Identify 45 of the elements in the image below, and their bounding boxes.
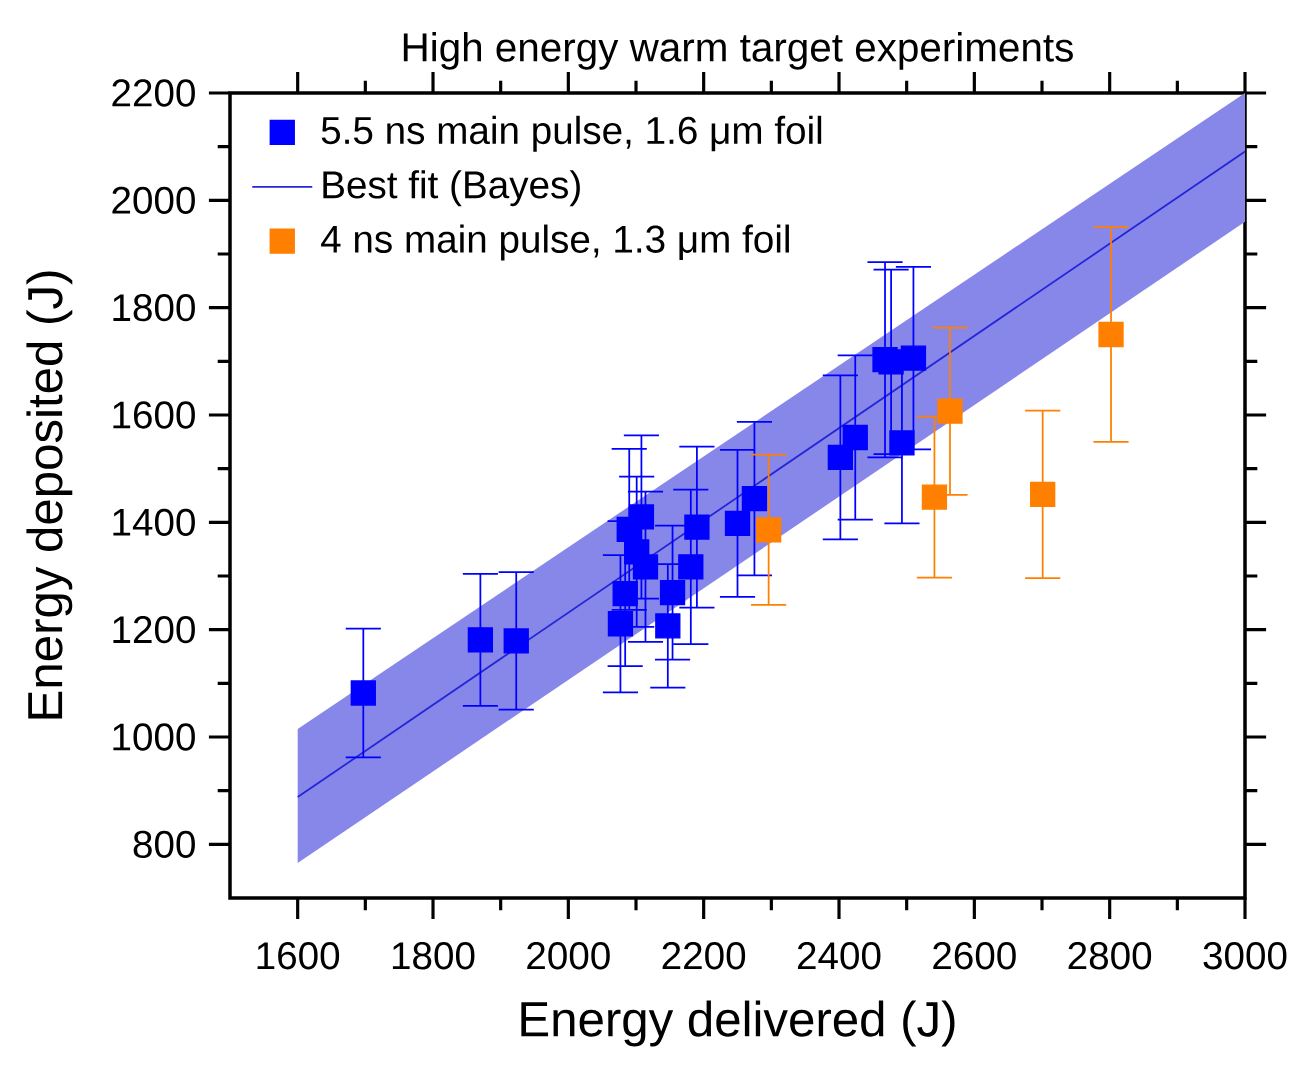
point — [842, 424, 868, 451]
point — [655, 613, 681, 639]
point — [503, 628, 529, 654]
y-axis-title: Energy deposited (J) — [26, 271, 73, 719]
y-tick-label: 2000 — [112, 186, 195, 214]
point — [612, 581, 638, 607]
y-tick-label: 2200 — [112, 79, 195, 107]
x-tick-label: 2400 — [797, 942, 881, 970]
x-tick-label: 1800 — [392, 942, 475, 970]
point — [827, 444, 854, 471]
point — [607, 611, 634, 637]
legend-label: 4 ns main pulse, 1.3 μm foil — [321, 224, 789, 261]
point — [755, 517, 782, 543]
x-tick-label: 2800 — [1068, 942, 1152, 970]
y-tick-label: 1800 — [113, 294, 195, 322]
x-tick-label: 1600 — [257, 942, 340, 970]
point — [1030, 481, 1056, 508]
x-tick-label: 2200 — [662, 942, 746, 970]
point — [1098, 321, 1124, 348]
y-tick-label: 1400 — [113, 508, 195, 537]
point — [628, 504, 655, 530]
point — [678, 554, 704, 580]
x-tick-label: 2600 — [933, 942, 1016, 970]
point — [937, 398, 963, 424]
point — [900, 345, 927, 371]
point — [632, 554, 659, 580]
point — [684, 514, 710, 540]
point — [724, 510, 751, 537]
point — [350, 680, 376, 706]
y-tick-label: 1600 — [113, 401, 195, 429]
x-tick-label: 3000 — [1203, 942, 1287, 970]
point — [889, 430, 915, 456]
legend-label: 5.5 ns main pulse, 1.6 μm foil — [321, 115, 822, 152]
point — [659, 579, 686, 606]
x-axis-title: Energy delivered (J) — [521, 1000, 955, 1047]
point — [467, 627, 494, 653]
x-tick-label: 2000 — [527, 942, 610, 970]
point — [878, 349, 904, 375]
point — [921, 484, 948, 510]
y-tick-label: 800 — [133, 830, 195, 859]
y-tick-label: 1000 — [113, 723, 195, 751]
y-tick-label: 1200 — [113, 616, 195, 644]
legend-label: Best fit (Bayes) — [323, 170, 580, 207]
chart-title: High energy warm target experiments — [403, 32, 1073, 70]
point — [741, 486, 768, 512]
